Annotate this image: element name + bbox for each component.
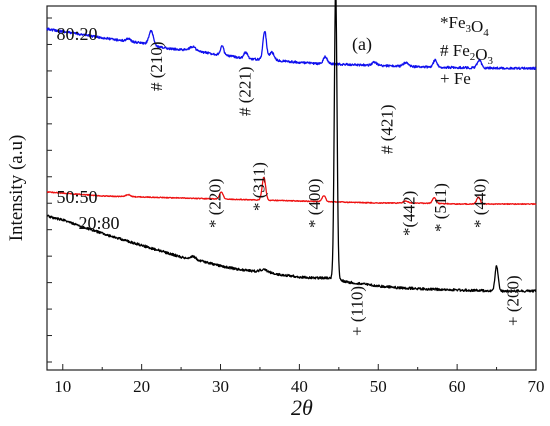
legend-entry: + Fe bbox=[440, 69, 471, 88]
series-label: 80:20 bbox=[56, 24, 97, 44]
x-tick-label: 60 bbox=[449, 377, 466, 396]
y-axis-ticks bbox=[47, 17, 52, 363]
peak-annotation: * (400) bbox=[305, 178, 324, 228]
peak-annotation: + (200) bbox=[504, 275, 523, 326]
legend: *Fe3O4# Fe2O3 + Fe bbox=[440, 13, 494, 88]
peak-annotation: + (110) bbox=[347, 286, 366, 336]
x-tick-label: 10 bbox=[54, 377, 71, 396]
x-tick-label: 50 bbox=[370, 377, 387, 396]
peak-annotation: * (311) bbox=[250, 162, 269, 211]
peak-annotation: # (421) bbox=[377, 104, 396, 154]
series-line-20-80 bbox=[46, 0, 537, 293]
y-axis-label: Intensity (a.u) bbox=[6, 135, 27, 242]
x-axis-ticks: 10 20 30 40 50 60 70 bbox=[54, 364, 545, 396]
peak-annotation: *(442) bbox=[400, 191, 419, 236]
legend-entry: # Fe2O3 bbox=[440, 41, 494, 67]
series-line-50-50 bbox=[46, 176, 537, 206]
peak-annotation: * (511) bbox=[431, 183, 450, 232]
peak-annotation: # (210) bbox=[147, 41, 166, 91]
x-axis-label: 2θ bbox=[291, 395, 313, 420]
peak-annotation: * (440) bbox=[471, 178, 490, 228]
label-layer: 80:20 50:50 20:80 # (210) # (221) # (421) * (2… bbox=[56, 24, 522, 336]
peak-annotation: # (221) bbox=[235, 66, 254, 116]
x-tick-label: 30 bbox=[212, 377, 229, 396]
peak-annotation: * (220) bbox=[206, 178, 225, 228]
x-tick-label: 40 bbox=[291, 377, 308, 396]
plot-frame bbox=[46, 5, 537, 371]
x-tick-label: 70 bbox=[528, 377, 545, 396]
series-line-80-20 bbox=[46, 27, 537, 71]
legend-entry: *Fe3O4 bbox=[440, 13, 489, 39]
series-label: 20:80 bbox=[79, 213, 120, 233]
x-tick-label: 20 bbox=[133, 377, 150, 396]
panel-label: (a) bbox=[352, 34, 372, 55]
series-label: 50:50 bbox=[56, 187, 97, 207]
series-layer bbox=[46, 0, 537, 293]
